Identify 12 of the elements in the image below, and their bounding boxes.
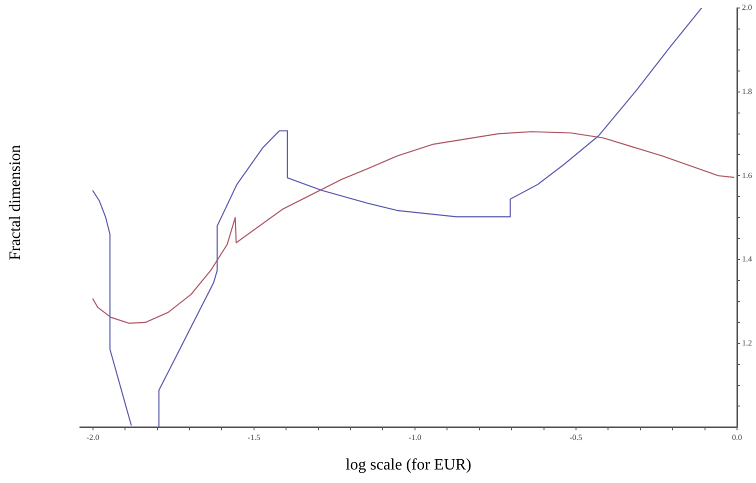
y-tick-label: 1.8 (742, 86, 752, 96)
x-tick-label: -0.5 (570, 433, 582, 442)
y-tick-label: 1.2 (742, 338, 752, 348)
y-tick-label: 1.4 (742, 254, 752, 264)
y-tick-label: 2.0 (742, 3, 752, 12)
x-tick-label: -1.0 (408, 433, 422, 442)
x-tick-label: 0.0 (732, 433, 742, 442)
y-axis-title: Fractal dimension (7, 145, 24, 260)
y-tick-label: 1.6 (742, 170, 752, 180)
x-tick-label: -1.5 (248, 433, 260, 442)
x-tick-label: -2.0 (86, 433, 100, 442)
x-axis-title: log scale (for EUR) (346, 456, 472, 474)
